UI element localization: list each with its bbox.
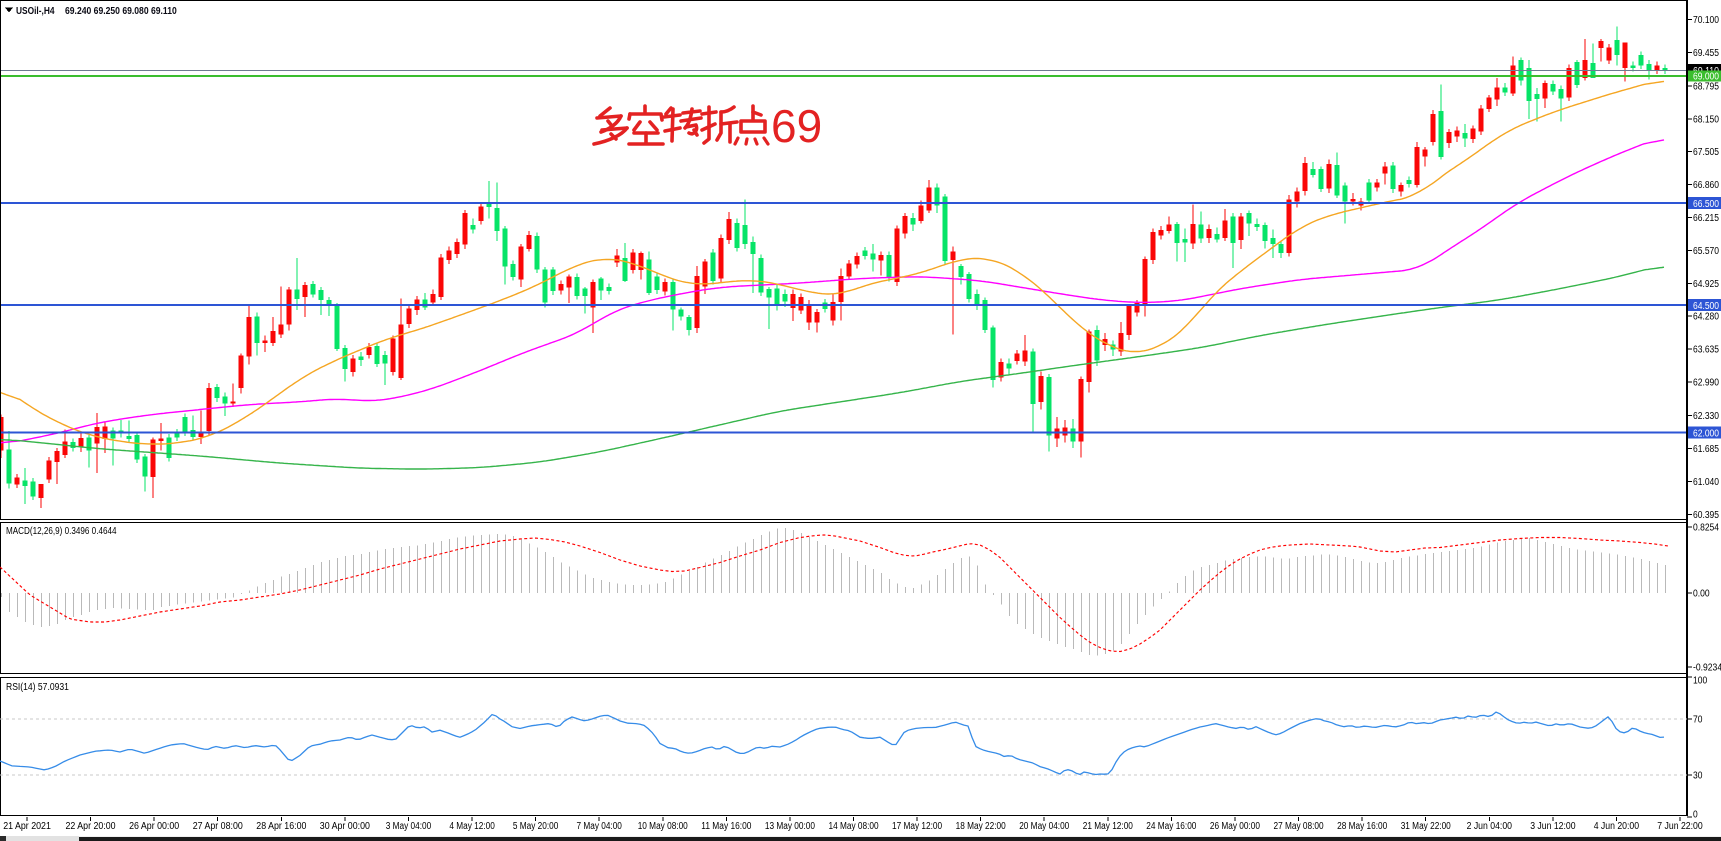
svg-text:3 May 04:00: 3 May 04:00 bbox=[386, 821, 432, 832]
svg-text:69.240 69.250 69.080 69.110: 69.240 69.250 69.080 69.110 bbox=[65, 6, 177, 17]
svg-text:0.00: 0.00 bbox=[1693, 589, 1710, 600]
svg-text:RSI(14) 57.0931: RSI(14) 57.0931 bbox=[6, 682, 69, 693]
svg-text:61.040: 61.040 bbox=[1693, 477, 1719, 488]
svg-text:69: 69 bbox=[771, 100, 822, 152]
svg-text:20 May 04:00: 20 May 04:00 bbox=[1019, 821, 1069, 832]
svg-text:3 Jun 12:00: 3 Jun 12:00 bbox=[1530, 821, 1576, 832]
svg-text:28 Apr 16:00: 28 Apr 16:00 bbox=[256, 821, 306, 832]
svg-text:62.000: 62.000 bbox=[1693, 428, 1719, 439]
svg-text:5 May 20:00: 5 May 20:00 bbox=[513, 821, 559, 832]
svg-text:70.100: 70.100 bbox=[1693, 15, 1719, 26]
svg-text:27 May 08:00: 27 May 08:00 bbox=[1274, 821, 1324, 832]
svg-text:11 May 16:00: 11 May 16:00 bbox=[701, 821, 751, 832]
svg-text:22 Apr 20:00: 22 Apr 20:00 bbox=[66, 821, 116, 832]
svg-text:2 Jun 04:00: 2 Jun 04:00 bbox=[1467, 821, 1513, 832]
svg-text:66.860: 66.860 bbox=[1693, 180, 1719, 191]
svg-text:70: 70 bbox=[1693, 715, 1703, 726]
svg-text:69.000: 69.000 bbox=[1693, 72, 1719, 83]
svg-text:-0.9234: -0.9234 bbox=[1693, 662, 1721, 673]
svg-text:4 Jun 20:00: 4 Jun 20:00 bbox=[1594, 821, 1640, 832]
svg-text:USOil-,H4: USOil-,H4 bbox=[16, 6, 55, 17]
svg-text:100: 100 bbox=[1693, 676, 1708, 687]
svg-text:7 May 04:00: 7 May 04:00 bbox=[577, 821, 623, 832]
svg-text:64.500: 64.500 bbox=[1693, 301, 1719, 312]
svg-text:68.150: 68.150 bbox=[1693, 114, 1719, 125]
svg-text:10 May 08:00: 10 May 08:00 bbox=[638, 821, 688, 832]
svg-text:17 May 12:00: 17 May 12:00 bbox=[892, 821, 942, 832]
svg-text:62.990: 62.990 bbox=[1693, 378, 1719, 389]
svg-text:64.280: 64.280 bbox=[1693, 312, 1719, 323]
svg-text:18 May 22:00: 18 May 22:00 bbox=[956, 821, 1006, 832]
svg-text:26 May 00:00: 26 May 00:00 bbox=[1210, 821, 1260, 832]
svg-text:7 Jun 22:00: 7 Jun 22:00 bbox=[1657, 821, 1703, 832]
svg-text:21 May 12:00: 21 May 12:00 bbox=[1083, 821, 1133, 832]
svg-text:4 May 12:00: 4 May 12:00 bbox=[449, 821, 495, 832]
svg-text:67.505: 67.505 bbox=[1693, 147, 1719, 158]
svg-text:MACD(12,26,9) 0.3496 0.4644: MACD(12,26,9) 0.3496 0.4644 bbox=[6, 526, 117, 537]
svg-text:68.795: 68.795 bbox=[1693, 82, 1719, 93]
svg-text:14 May 08:00: 14 May 08:00 bbox=[829, 821, 879, 832]
svg-text:21 Apr 2021: 21 Apr 2021 bbox=[3, 821, 51, 832]
svg-text:26 Apr 00:00: 26 Apr 00:00 bbox=[129, 821, 179, 832]
svg-text:31 May 22:00: 31 May 22:00 bbox=[1401, 821, 1451, 832]
svg-text:69.455: 69.455 bbox=[1693, 48, 1719, 59]
svg-text:0.8254: 0.8254 bbox=[1693, 523, 1719, 534]
svg-text:66.500: 66.500 bbox=[1693, 199, 1719, 210]
svg-text:64.925: 64.925 bbox=[1693, 279, 1719, 290]
svg-text:0: 0 bbox=[1693, 810, 1698, 821]
svg-text:65.570: 65.570 bbox=[1693, 246, 1719, 257]
svg-text:24 May 16:00: 24 May 16:00 bbox=[1146, 821, 1196, 832]
svg-text:28 May 16:00: 28 May 16:00 bbox=[1337, 821, 1387, 832]
svg-text:60.395: 60.395 bbox=[1693, 510, 1719, 521]
svg-text:66.215: 66.215 bbox=[1693, 213, 1719, 224]
svg-text:63.635: 63.635 bbox=[1693, 345, 1719, 356]
svg-text:13 May 00:00: 13 May 00:00 bbox=[765, 821, 815, 832]
svg-text:27 Apr 08:00: 27 Apr 08:00 bbox=[193, 821, 243, 832]
svg-text:62.330: 62.330 bbox=[1693, 411, 1719, 422]
svg-text:61.685: 61.685 bbox=[1693, 444, 1719, 455]
svg-text:30 Apr 00:00: 30 Apr 00:00 bbox=[320, 821, 370, 832]
svg-text:30: 30 bbox=[1693, 771, 1703, 782]
